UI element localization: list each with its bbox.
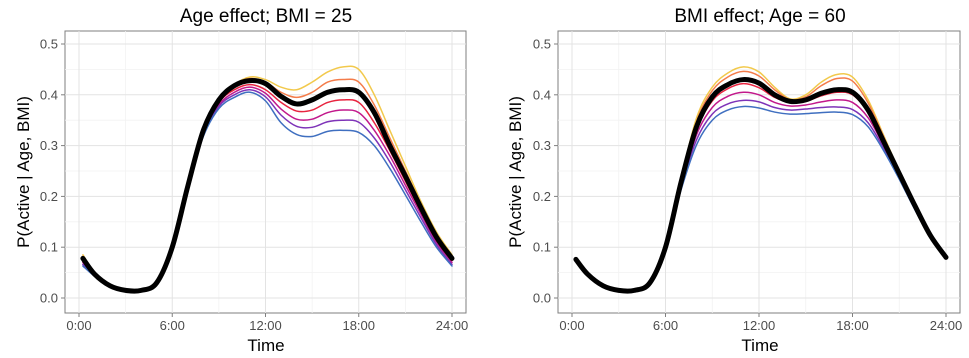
y-tick-label: 0.2 [533, 189, 551, 204]
x-tick-label: 0:00 [66, 318, 91, 333]
y-tick-label: 0.1 [40, 240, 58, 255]
x-tick-label: 6:00 [160, 318, 185, 333]
x-tick-label: 12:00 [743, 318, 776, 333]
x-tick-label: 12:00 [249, 318, 282, 333]
x-axis-label: Time [741, 336, 778, 355]
plot-area [557, 30, 961, 314]
y-tick-label: 0.0 [533, 291, 551, 306]
x-tick-label: 18:00 [836, 318, 869, 333]
series-lines [573, 66, 949, 294]
x-tick-label: 24:00 [436, 318, 469, 333]
y-tick-label: 0.3 [533, 138, 551, 153]
gridlines [65, 31, 466, 313]
y-axis-label: P(Active | Age, BMI) [506, 96, 525, 248]
panel-age-effect: Age effect; BMI = 25 P(Active | Age, BMI… [14, 6, 468, 355]
y-tick-label: 0.4 [533, 87, 551, 102]
axes: 0:00 6:00 12:00 18:00 24:00 0.0 0.1 0.2 0.3 0.4 0.… [533, 37, 962, 334]
y-tick-label: 0.3 [40, 138, 58, 153]
x-axis-label: Time [247, 336, 284, 355]
y-tick-label: 0.5 [40, 37, 58, 52]
x-tick-label: 18:00 [342, 318, 375, 333]
y-tick-label: 0.0 [40, 291, 58, 306]
x-tick-label: 24:00 [930, 318, 963, 333]
x-tick-label: 6:00 [653, 318, 678, 333]
y-tick-label: 0.4 [40, 87, 58, 102]
panel-title: Age effect; BMI = 25 [180, 6, 352, 27]
series-line-7 [573, 77, 949, 294]
panel-bmi-effect: BMI effect; Age = 60 P(Active | Age, BMI… [506, 6, 962, 355]
y-tick-label: 0.5 [533, 37, 551, 52]
axes: 0:00 6:00 12:00 18:00 24:00 0.0 0.1 0.2 0.3 0.4 0.… [40, 37, 468, 334]
y-tick-label: 0.1 [533, 240, 551, 255]
y-tick-label: 0.2 [40, 189, 58, 204]
series-line-7 [80, 78, 455, 294]
gridlines [558, 31, 960, 313]
x-tick-label: 0:00 [559, 318, 584, 333]
series-lines [80, 65, 455, 294]
y-axis-label: P(Active | Age, BMI) [14, 96, 33, 248]
panel-title: BMI effect; Age = 60 [674, 6, 845, 27]
